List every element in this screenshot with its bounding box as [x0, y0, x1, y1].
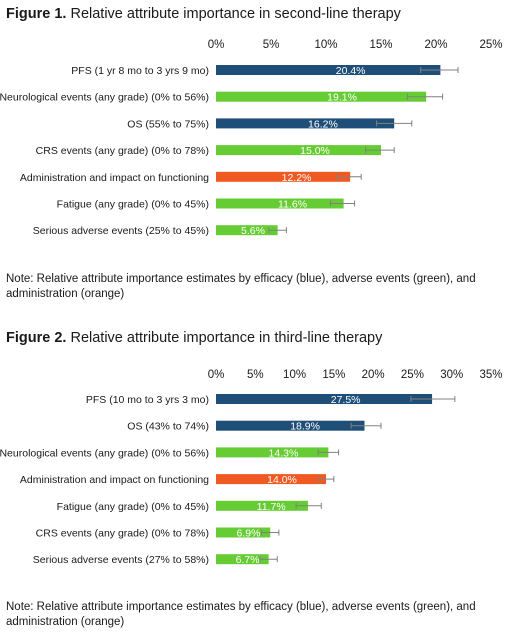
category-label: Administration and impact on functioning	[20, 172, 209, 184]
x-tick-label: 10%	[283, 369, 306, 381]
bar-efficacy	[216, 118, 395, 129]
category-label: Fatigue (any grade) (0% to 45%)	[57, 501, 209, 513]
bar-adverse	[216, 447, 329, 458]
x-tick-label: 0%	[208, 369, 225, 381]
chart-1: 0% 5% 10% 15% 20% 25% PFS (1 yr 8 mo to 3 yrs …	[0, 39, 503, 237]
x-tick-label: 25%	[401, 369, 424, 381]
x-tick-label: 5%	[263, 39, 280, 51]
category-label: Neurological events (any grade) (0% to 5…	[0, 447, 209, 459]
category-label: Fatigue (any grade) (0% to 45%)	[57, 199, 209, 211]
category-label: Serious adverse events (27% to 58%)	[33, 554, 209, 566]
figure-1-title-text: Relative attribute importance in second-…	[70, 6, 401, 22]
data-label: 5.6%	[241, 225, 265, 237]
data-label: 14.0%	[267, 474, 297, 486]
data-label: 12.2%	[282, 172, 312, 184]
figure-1: 0% 5% 10% 15% 20% 25% PFS (1 yr 8 mo to 3 yrs …	[0, 0, 520, 310]
figure-1-number: Figure 1.	[6, 6, 67, 22]
data-label: 20.4%	[336, 65, 366, 77]
bar-adverse	[216, 145, 381, 156]
data-label: 6.9%	[237, 528, 261, 540]
category-label: CRS events (any grade) (0% to 78%)	[36, 145, 209, 157]
category-label: PFS (1 yr 8 mo to 3 yrs 9 mo)	[71, 65, 209, 77]
x-tick-label: 35%	[479, 369, 502, 381]
x-tick-label: 5%	[247, 369, 264, 381]
bar-efficacy	[216, 394, 433, 404]
bar-adverse	[216, 500, 308, 511]
chart-2: 0% 5% 10% 15% 20% 25% 30% 35% PFS (10 mo to 3 yr…	[0, 369, 503, 566]
bar-adverse	[216, 527, 271, 538]
data-label: 18.9%	[290, 421, 320, 433]
category-label: OS (43% to 74%)	[127, 421, 209, 433]
x-tick-label: 20%	[362, 369, 385, 381]
x-tick-label: 15%	[322, 369, 345, 381]
figure-2-title-text: Relative attribute importance in third-l…	[70, 330, 383, 346]
figure-2-title: Figure 2. Relative attribute importance …	[6, 330, 382, 346]
category-label: Administration and impact on functioning	[20, 474, 209, 486]
figure-1-note: Note: Relative attribute importance esti…	[6, 273, 476, 300]
category-label: CRS events (any grade) (0% to 78%)	[36, 528, 209, 540]
data-label: 11.6%	[278, 199, 307, 211]
bar-adverse	[216, 554, 269, 565]
figure-1-title: Figure 1. Relative attribute importance …	[6, 6, 401, 22]
bar-efficacy	[216, 420, 365, 431]
bar-adverse	[216, 225, 278, 236]
data-label: 6.7%	[236, 554, 260, 566]
data-label: 11.7%	[257, 501, 286, 513]
bar-adverse	[216, 91, 427, 102]
data-label: 19.1%	[327, 92, 357, 104]
data-label: 27.5%	[331, 394, 361, 406]
category-label: OS (55% to 75%)	[127, 118, 209, 130]
category-label: PFS (10 mo to 3 yrs 3 mo)	[86, 394, 209, 406]
x-tick-label: 25%	[479, 39, 502, 51]
x-tick-label: 15%	[369, 39, 392, 51]
data-label: 16.2%	[308, 118, 338, 130]
category-label: Serious adverse events (25% to 45%)	[33, 225, 209, 237]
x-tick-label: 10%	[314, 39, 337, 51]
data-label: 15.0%	[300, 145, 330, 157]
data-label: 14.3%	[269, 447, 299, 459]
figure-2-note: Note: Relative attribute importance esti…	[6, 601, 476, 628]
category-label: Neurological events (any grade) (0% to 5…	[0, 92, 209, 104]
figure-2: 0% 5% 10% 15% 20% 25% 30% 35% PFS (10 mo to 3 yr…	[0, 324, 520, 632]
bar-administration	[216, 171, 351, 182]
x-tick-label: 20%	[424, 39, 447, 51]
figure-2-number: Figure 2.	[6, 330, 67, 346]
bar-efficacy	[216, 65, 441, 75]
bar-administration	[216, 474, 326, 485]
x-tick-label: 30%	[440, 369, 463, 381]
x-tick-label: 0%	[208, 39, 225, 51]
bar-adverse	[216, 198, 344, 209]
